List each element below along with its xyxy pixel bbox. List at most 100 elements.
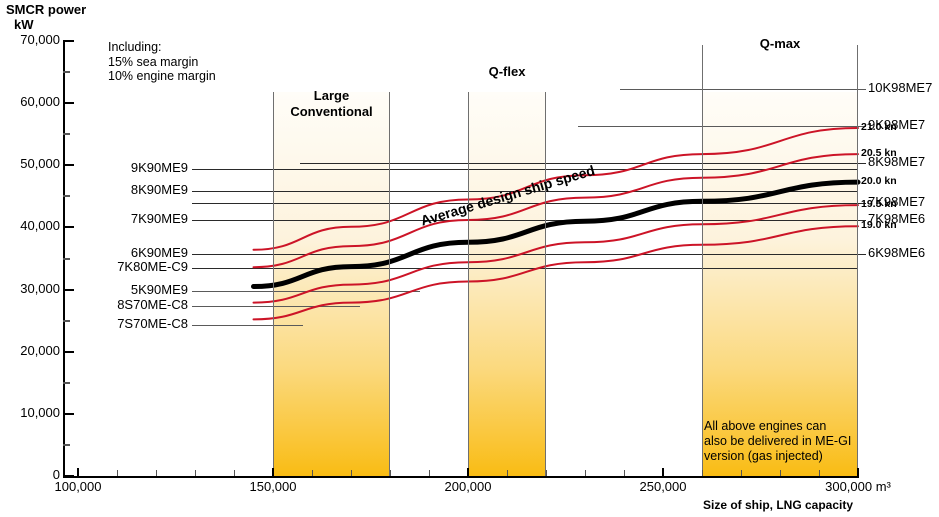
x-axis-minor-tick xyxy=(585,470,586,476)
y-axis-tick-label: 70,000 xyxy=(20,32,60,47)
x-axis-minor-tick xyxy=(312,470,313,476)
y-axis-tick-label: 0 xyxy=(52,467,60,482)
region-label-q-flex: Q-flex xyxy=(437,64,577,80)
region-label-q-max: Q-max xyxy=(710,36,850,52)
speed-label-190: 19.0 kn xyxy=(861,219,897,232)
x-axis-minor-tick xyxy=(156,470,157,476)
y-axis-title-line2: kW xyxy=(14,17,34,32)
y-axis-title-line1: SMCR power xyxy=(6,2,87,17)
region-band-q-flex xyxy=(468,92,546,476)
x-axis-minor-tick xyxy=(702,470,703,476)
y-axis-tick xyxy=(63,412,74,415)
x-axis-minor-tick xyxy=(507,470,508,476)
y-axis-tick xyxy=(63,226,74,229)
x-axis-minor-tick xyxy=(117,470,118,476)
engine-label-6k90me9: 6K90ME9 xyxy=(130,244,188,260)
region-label-line1: Q-max xyxy=(759,36,801,51)
x-axis-minor-tick xyxy=(390,470,391,476)
x-axis-tick xyxy=(662,468,664,478)
y-axis-title: SMCR power kW xyxy=(6,2,86,32)
engine-leader-line xyxy=(192,203,866,205)
engine-label-7k80me-c9: 7K80ME-C9 xyxy=(117,259,188,275)
engine-label-7k98me6: 7K98ME6 xyxy=(868,210,926,226)
engine-label-6k98me6: 6K98ME6 xyxy=(868,244,926,260)
engine-label-7k90me9: 7K90ME9 xyxy=(130,210,188,226)
speed-curve-20-0 xyxy=(251,179,861,289)
region-divider-line xyxy=(857,45,858,476)
engine-leader-line xyxy=(578,126,866,128)
x-axis-minor-tick xyxy=(819,470,820,476)
x-axis-minor-tick xyxy=(624,470,625,476)
x-axis-tick xyxy=(857,468,859,478)
engine-leader-line xyxy=(192,219,866,221)
x-axis-minor-tick xyxy=(195,470,196,476)
y-axis-tick-label: 20,000 xyxy=(20,342,60,358)
y-axis-minor-tick xyxy=(63,71,70,74)
margin-note-line1: Including: xyxy=(108,40,162,54)
y-axis-tick xyxy=(63,102,74,105)
y-axis-tick-label: 10,000 xyxy=(20,404,60,420)
engine-leader-line xyxy=(192,268,858,270)
margin-note-line2: 15% sea margin xyxy=(108,54,199,69)
x-axis-minor-tick xyxy=(429,470,430,476)
engine-label-8s70me-c8: 8S70ME-C8 xyxy=(117,296,188,312)
y-axis-minor-tick xyxy=(63,195,70,198)
engine-leader-line xyxy=(620,89,866,91)
x-axis-minor-tick xyxy=(546,470,547,476)
engine-leader-line xyxy=(192,191,858,193)
x-axis-minor-tick xyxy=(780,470,781,476)
speed-curve-19-0 xyxy=(252,225,859,321)
speed-label-200: 20.0 kn xyxy=(861,175,897,188)
engine-label-8k90me9: 8K90ME9 xyxy=(130,182,188,198)
x-axis-line xyxy=(63,476,859,478)
speed-curve-21-0 xyxy=(252,127,859,251)
x-axis-tick-label: 100,000 xyxy=(54,479,102,494)
engine-label-9k98me7: 9K98ME7 xyxy=(868,117,926,133)
y-axis-tick xyxy=(63,475,74,477)
x-axis-tick xyxy=(467,468,469,478)
region-label-line1: Q-flex xyxy=(488,64,526,79)
region-divider-line xyxy=(702,45,703,476)
margin-note-line3: 10% engine margin xyxy=(108,69,216,83)
engine-leader-line xyxy=(192,324,303,326)
engine-label-9k90me9: 9K90ME9 xyxy=(130,160,188,175)
region-label-line1: Large xyxy=(313,88,350,103)
y-axis-tick xyxy=(63,40,74,42)
engine-label-5k90me9: 5K90ME9 xyxy=(130,281,188,297)
engine-label-10k98me7: 10K98ME7 xyxy=(868,80,933,96)
y-axis-line xyxy=(63,41,65,478)
engine-label-8k98me7: 8K98ME7 xyxy=(868,154,926,170)
engine-leader-line xyxy=(192,305,360,307)
region-divider-line xyxy=(273,92,274,476)
y-axis-minor-tick xyxy=(63,133,70,136)
y-axis-minor-tick xyxy=(63,257,70,260)
x-axis-minor-tick xyxy=(234,470,235,476)
margin-note: Including: 15% sea margin 10% engine mar… xyxy=(108,40,216,84)
x-axis-minor-tick xyxy=(351,470,352,476)
engine-label-7k98me7: 7K98ME7 xyxy=(868,194,926,210)
y-axis-tick-label: 30,000 xyxy=(20,280,60,296)
region-label-line2: Conventional xyxy=(290,104,373,119)
me-gi-note: All above engines can also be delivered … xyxy=(704,419,852,463)
region-label-large-conventional: Large Conventional xyxy=(262,88,402,120)
x-axis-tick-label: 300,000 m³ xyxy=(825,479,891,494)
y-axis-tick-label: 50,000 xyxy=(20,156,60,172)
engine-leader-line xyxy=(300,163,866,165)
engine-leader-line xyxy=(192,253,866,255)
x-axis-tick-label: 200,000 xyxy=(444,479,492,494)
region-divider-line xyxy=(468,92,469,476)
y-axis-tick xyxy=(63,288,74,291)
x-axis-minor-tick xyxy=(741,470,742,476)
y-axis-minor-tick xyxy=(63,319,70,322)
speed-label-205: 20.5 kn xyxy=(861,147,897,160)
y-axis-minor-tick xyxy=(63,443,70,446)
y-axis-tick xyxy=(63,350,74,353)
x-axis-tick-label: 150,000 xyxy=(249,479,297,494)
x-axis-tick-label: 250,000 xyxy=(639,479,687,494)
speed-label-195: 19.5 kn xyxy=(861,198,897,211)
region-divider-line xyxy=(389,92,390,476)
region-divider-line xyxy=(545,92,546,476)
x-axis-title: Size of ship, LNG capacity xyxy=(703,498,854,512)
y-axis-minor-tick xyxy=(63,381,70,384)
